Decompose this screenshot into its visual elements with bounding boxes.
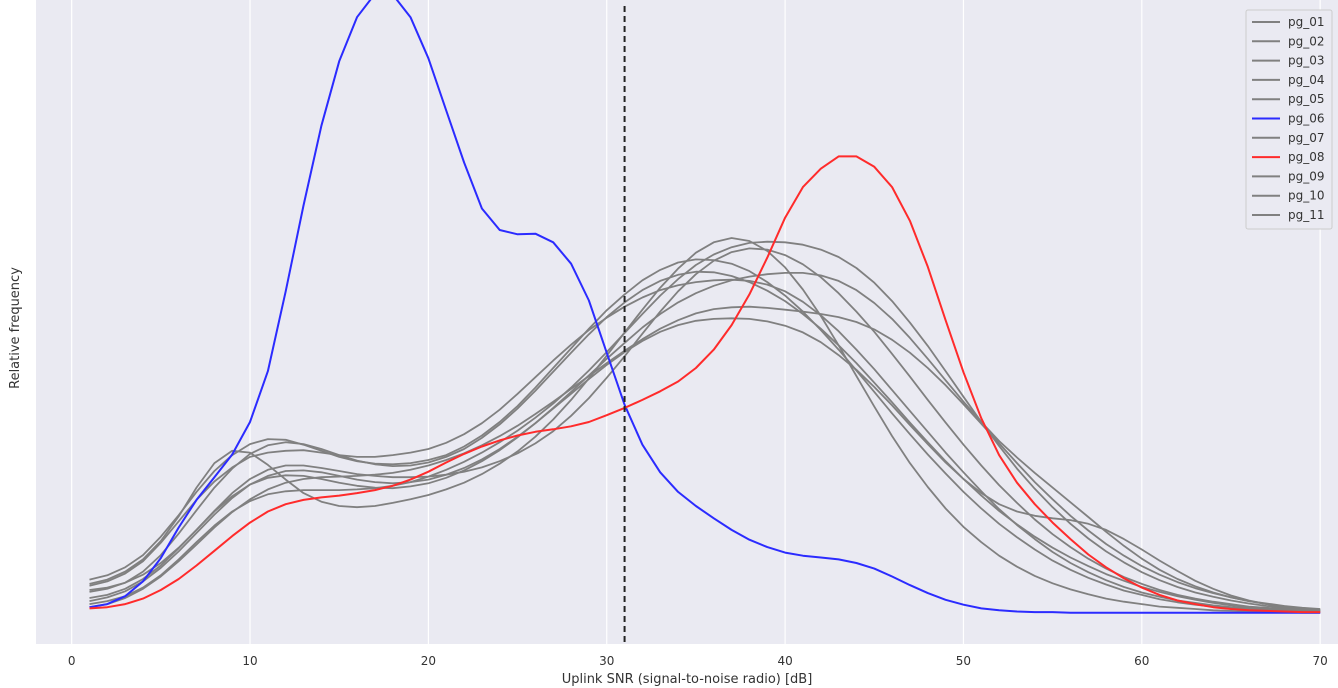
- series-line-pg-03: [89, 270, 1321, 612]
- x-axis-label: Uplink SNR (signal-to-noise radio) [dB]: [562, 672, 813, 687]
- plot-area: [36, 0, 1338, 644]
- series-line-pg-07: [89, 237, 1321, 614]
- legend-label: pg_01: [1288, 15, 1325, 29]
- legend-label: pg_07: [1288, 131, 1325, 145]
- series-line-pg-08: [89, 155, 1321, 614]
- x-tick-label: 20: [421, 654, 436, 668]
- x-tick-label: 30: [599, 654, 614, 668]
- x-tick-label: 10: [242, 654, 257, 668]
- x-tick-label: 60: [1134, 654, 1149, 668]
- legend-label: pg_11: [1288, 208, 1325, 222]
- legend-label: pg_05: [1288, 92, 1325, 106]
- legend-label: pg_10: [1288, 189, 1325, 203]
- legend-label: pg_04: [1288, 73, 1325, 87]
- legend-label: pg_09: [1288, 169, 1325, 183]
- series-line-pg-05: [89, 317, 1321, 612]
- x-tick-label: 40: [777, 654, 792, 668]
- legend-label: pg_06: [1288, 112, 1325, 126]
- series-line-pg-11: [89, 271, 1321, 611]
- legend-box: [1245, 9, 1333, 230]
- series-line-pg-09: [89, 240, 1321, 612]
- series-line-pg-04: [89, 305, 1321, 610]
- x-tick-label: 0: [68, 654, 76, 668]
- legend-label: pg_03: [1288, 54, 1325, 68]
- series-line-pg-01: [89, 278, 1321, 613]
- x-tick-label: 70: [1313, 654, 1328, 668]
- x-tick-label: 50: [956, 654, 971, 668]
- series-line-pg-06: [89, 0, 1321, 614]
- series-lines: [89, 0, 1321, 614]
- legend-label: pg_02: [1288, 34, 1325, 48]
- y-axis-label: Relative frequency: [8, 267, 23, 389]
- x-tick-labels: 0 10 20 30 40 50 60 70: [68, 654, 1328, 668]
- legend-label: pg_08: [1288, 150, 1325, 164]
- vertical-gridlines: [71, 0, 1321, 644]
- legend: pg_01 pg_02 pg_03 pg_04 pg_05 pg_06 pg_07 pg_08…: [1245, 9, 1333, 230]
